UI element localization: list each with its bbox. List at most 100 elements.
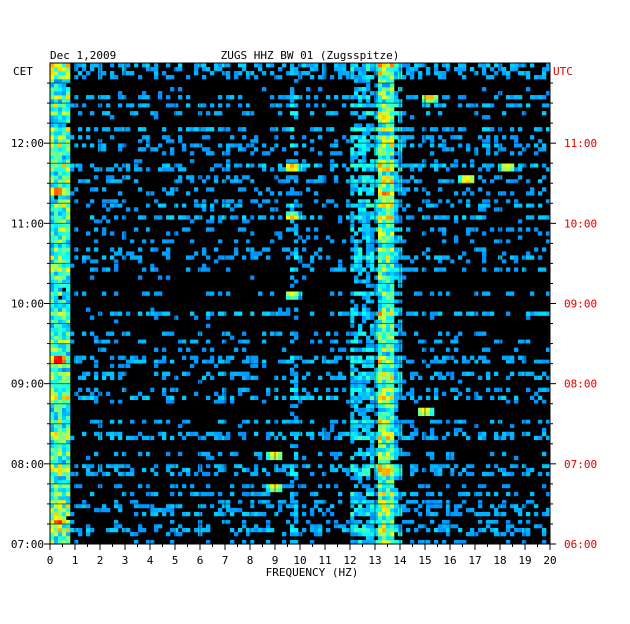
heatmap-cell xyxy=(50,335,55,340)
heatmap-cell xyxy=(446,527,451,533)
heatmap-cell xyxy=(146,483,151,489)
heatmap-cell xyxy=(138,431,143,437)
x-tick-label: 12 xyxy=(343,554,356,567)
heatmap-cell xyxy=(354,127,359,132)
heatmap-cell xyxy=(50,299,55,304)
heatmap-cell xyxy=(274,331,279,336)
heatmap-cell xyxy=(50,103,55,108)
heatmap-cell xyxy=(258,455,263,461)
heatmap-cell xyxy=(302,163,307,168)
heatmap-cell xyxy=(394,251,399,256)
heatmap-cell xyxy=(338,435,343,441)
heatmap-cell xyxy=(410,259,415,264)
heatmap-cell xyxy=(54,311,59,316)
heatmap-cell xyxy=(394,311,399,316)
heatmap-cell xyxy=(270,191,275,196)
heatmap-cell xyxy=(214,179,219,184)
heatmap-cell xyxy=(546,435,550,441)
heatmap-cell xyxy=(258,191,263,196)
heatmap-cell xyxy=(114,467,119,473)
heatmap-cell xyxy=(350,71,355,76)
heatmap-cell xyxy=(66,255,71,260)
heatmap-cell xyxy=(358,527,363,533)
heatmap-cell xyxy=(358,247,363,252)
heatmap-cell xyxy=(374,463,379,469)
heatmap-cell xyxy=(66,539,71,544)
heatmap-cell xyxy=(394,271,399,276)
heatmap-cell xyxy=(486,387,491,392)
heatmap-cell xyxy=(386,267,391,272)
heatmap-cell xyxy=(358,471,363,477)
heatmap-cell xyxy=(462,267,467,272)
heatmap-cell xyxy=(338,71,343,76)
heatmap-cell xyxy=(386,435,391,441)
heatmap-cell xyxy=(58,535,63,541)
heatmap-cell xyxy=(86,471,91,477)
heatmap-cell xyxy=(486,139,491,144)
heatmap-cell xyxy=(546,67,550,72)
heatmap-cell xyxy=(54,435,59,441)
heatmap-cell xyxy=(58,527,63,533)
heatmap-cell xyxy=(410,75,415,80)
heatmap-cell xyxy=(290,67,295,72)
heatmap-cell xyxy=(294,67,299,72)
heatmap-cell xyxy=(390,255,395,260)
heatmap-cell xyxy=(250,139,255,144)
heatmap-cell xyxy=(366,279,371,284)
heatmap-cell xyxy=(374,483,379,489)
heatmap-cell xyxy=(170,87,175,92)
heatmap-cell xyxy=(390,367,395,372)
heatmap-cell xyxy=(538,375,543,380)
heatmap-cell xyxy=(390,211,395,216)
heatmap-cell xyxy=(58,399,63,405)
heatmap-cell xyxy=(390,475,395,481)
heatmap-cell xyxy=(58,251,63,256)
heatmap-cell xyxy=(78,163,83,168)
heatmap-cell xyxy=(142,359,147,364)
heatmap-cell xyxy=(374,367,379,372)
heatmap-cell xyxy=(246,419,251,425)
heatmap-cell xyxy=(266,387,271,392)
heatmap-cell xyxy=(422,339,427,344)
heatmap-cell xyxy=(246,527,251,533)
heatmap-cell xyxy=(362,207,367,212)
heatmap-cell xyxy=(58,415,63,421)
heatmap-cell xyxy=(482,63,487,68)
heatmap-cell xyxy=(522,431,527,437)
heatmap-cell xyxy=(434,163,439,168)
heatmap-cell xyxy=(58,307,63,312)
heatmap-cell xyxy=(58,135,63,140)
heatmap-cell xyxy=(214,399,219,405)
heatmap-cell xyxy=(166,75,171,80)
heatmap-cell xyxy=(458,527,463,533)
heatmap-cell xyxy=(442,75,447,80)
heatmap-cell xyxy=(58,487,63,493)
heatmap-cell xyxy=(54,343,59,348)
heatmap-cell xyxy=(94,259,99,264)
heatmap-cell xyxy=(370,255,375,260)
heatmap-cell xyxy=(66,215,71,220)
heatmap-cell xyxy=(534,435,539,441)
heatmap-cell xyxy=(178,135,183,140)
heatmap-cell xyxy=(542,463,547,469)
heatmap-cell xyxy=(518,339,523,344)
heatmap-cell xyxy=(390,135,395,140)
heatmap-cell xyxy=(486,311,491,316)
heatmap-cell xyxy=(334,175,339,180)
heatmap-cell xyxy=(166,503,171,509)
heatmap-cell xyxy=(526,227,531,232)
heatmap-cell xyxy=(206,471,211,477)
heatmap-cell xyxy=(138,167,143,172)
heatmap-cell xyxy=(154,67,159,72)
heatmap-cell xyxy=(130,103,135,108)
heatmap-cell xyxy=(66,463,71,469)
heatmap-cell xyxy=(242,371,247,376)
heatmap-cell xyxy=(414,255,419,260)
heatmap-cell xyxy=(374,199,379,204)
heatmap-cell xyxy=(90,259,95,264)
heatmap-cell xyxy=(154,247,159,252)
heatmap-cell xyxy=(178,347,183,352)
heatmap-cell xyxy=(358,451,363,457)
heatmap-cell xyxy=(314,251,319,256)
